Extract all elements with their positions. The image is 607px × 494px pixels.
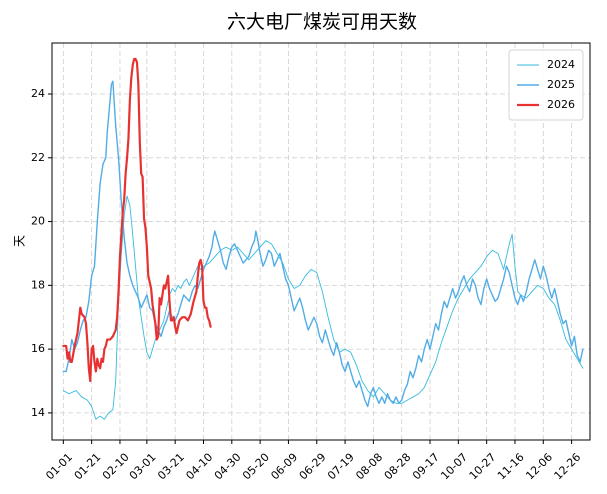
x-axis: 01-0101-2102-1003-0103-2104-1004-3005-20… xyxy=(43,440,583,482)
y-axis-label: 天 xyxy=(13,235,27,247)
legend-label-2024: 2024 xyxy=(547,58,575,71)
x-tick-label: 02-10 xyxy=(100,451,132,483)
x-tick-label: 04-10 xyxy=(183,451,215,483)
x-tick-label: 08-08 xyxy=(353,451,385,483)
y-axis: 14 16 18 20 22 24 xyxy=(31,87,52,419)
chart-title: 六大电厂煤炭可用天数 xyxy=(227,11,417,33)
y-tick-label: 20 xyxy=(31,215,45,228)
x-tick-label: 09-17 xyxy=(410,451,442,483)
x-tick-label: 03-01 xyxy=(127,451,159,483)
x-tick-label: 10-27 xyxy=(467,451,499,483)
x-tick-label: 01-21 xyxy=(72,451,104,483)
legend-label-2025: 2025 xyxy=(547,78,575,91)
legend[interactable]: 2024 2025 2026 xyxy=(508,49,584,121)
x-tick-label: 01-01 xyxy=(43,451,75,483)
series-line-2025 xyxy=(62,80,584,408)
x-tick-label: 03-21 xyxy=(155,451,187,483)
x-tick-label: 05-20 xyxy=(240,451,272,483)
y-tick-label: 18 xyxy=(31,278,45,291)
x-tick-label: 11-16 xyxy=(495,451,527,483)
x-tick-label: 04-30 xyxy=(212,451,244,483)
x-tick-label: 10-07 xyxy=(438,451,470,483)
legend-box xyxy=(508,49,584,121)
y-tick-label: 14 xyxy=(31,406,45,419)
x-tick-label: 06-09 xyxy=(268,451,300,483)
series-layer xyxy=(62,57,584,420)
series-line-2026 xyxy=(62,57,212,383)
x-tick-label: 07-19 xyxy=(325,451,357,483)
x-tick-label: 06-29 xyxy=(297,451,329,483)
y-tick-label: 24 xyxy=(31,87,45,100)
y-tick-label: 16 xyxy=(31,342,45,355)
y-tick-label: 22 xyxy=(31,151,45,164)
plot-frame xyxy=(51,42,591,441)
x-tick-label: 08-28 xyxy=(382,451,414,483)
x-tick-label: 12-06 xyxy=(523,451,555,483)
x-tick-label: 12-26 xyxy=(552,451,584,483)
legend-label-2026: 2026 xyxy=(547,98,575,111)
series-line-2024 xyxy=(62,195,584,420)
